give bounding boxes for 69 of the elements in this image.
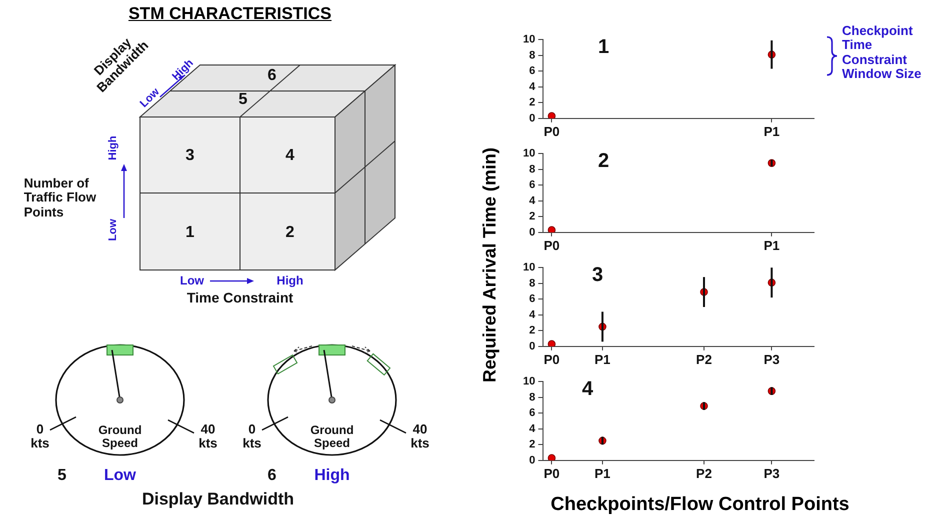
- y-tick-label: 2: [529, 210, 536, 223]
- x-tick-label: P3: [764, 352, 780, 367]
- text: 0 kts: [242, 422, 262, 452]
- y-tick-label: 2: [529, 324, 536, 337]
- text: Checkpoint Time Constraint Window Size: [842, 23, 922, 82]
- text: High: [314, 467, 350, 485]
- text: 6: [268, 467, 276, 485]
- y-tick-label: 2: [529, 438, 536, 451]
- text: 40 kts: [198, 422, 218, 452]
- x-tick-label: P1: [594, 352, 610, 367]
- y-axis-title: Required Arrival Time (min): [480, 147, 500, 383]
- x-tick-label: P1: [764, 238, 780, 253]
- chart-title: 3: [592, 264, 604, 287]
- text: 1: [186, 224, 194, 242]
- text: 0 kts: [30, 422, 50, 452]
- y-tick-label: 8: [529, 391, 536, 404]
- text: Low: [104, 467, 136, 485]
- y-tick-label: 8: [529, 49, 536, 62]
- y-tick-label: 6: [529, 65, 536, 78]
- y-tick-label: 8: [529, 277, 536, 290]
- text: Ground Speed: [98, 422, 142, 450]
- y-tick-label: 0: [529, 340, 536, 352]
- y-tick-label: 10: [522, 262, 536, 274]
- y-tick-label: 10: [522, 148, 536, 160]
- text: Number of Traffic Flow Points: [24, 176, 96, 220]
- text: High: [276, 273, 304, 288]
- y-tick-label: 4: [529, 422, 536, 435]
- text: 2: [286, 224, 294, 242]
- text: 5: [58, 467, 66, 485]
- y-tick-label: 0: [529, 454, 536, 466]
- y-tick-label: 4: [529, 308, 536, 321]
- text: Low: [180, 273, 204, 288]
- text: 5: [238, 91, 248, 109]
- y-tick-label: 10: [522, 376, 536, 388]
- x-tick-label: P1: [764, 124, 780, 139]
- x-tick-label: P2: [696, 466, 712, 481]
- text: 40 kts: [410, 422, 430, 452]
- chart-title: 1: [598, 36, 610, 59]
- text: STM CHARACTERISTICS: [127, 4, 333, 24]
- text: 4: [286, 147, 294, 165]
- x-tick-label: P3: [764, 466, 780, 481]
- text: Ground Speed: [310, 422, 354, 450]
- chart-title: 4: [582, 378, 594, 401]
- point: [548, 454, 556, 460]
- text: Low: [106, 219, 120, 241]
- y-tick-label: 10: [522, 34, 536, 46]
- text: High: [106, 136, 120, 160]
- text: 3: [186, 147, 194, 165]
- x-axis-title: Checkpoints/Flow Control Points: [550, 494, 850, 516]
- y-tick-label: 6: [529, 407, 536, 420]
- y-tick-label: 4: [529, 194, 536, 207]
- text: Time Constraint: [186, 289, 294, 306]
- x-tick-label: P0: [544, 124, 560, 139]
- x-tick-label: P1: [594, 466, 610, 481]
- point: [548, 340, 556, 346]
- y-tick-label: 6: [529, 293, 536, 306]
- x-tick-label: P0: [544, 352, 560, 367]
- y-tick-label: 0: [529, 226, 536, 238]
- text: Display Bandwidth: [142, 490, 294, 510]
- y-tick-label: 0: [529, 112, 536, 124]
- x-tick-label: P0: [544, 466, 560, 481]
- y-tick-label: 4: [529, 80, 536, 93]
- y-tick-label: 6: [529, 179, 536, 192]
- text: 6: [268, 67, 276, 85]
- y-tick-label: 8: [529, 163, 536, 176]
- x-tick-label: P0: [544, 238, 560, 253]
- chart-title: 2: [598, 150, 610, 173]
- x-tick-label: P2: [696, 352, 712, 367]
- y-tick-label: 2: [529, 96, 536, 109]
